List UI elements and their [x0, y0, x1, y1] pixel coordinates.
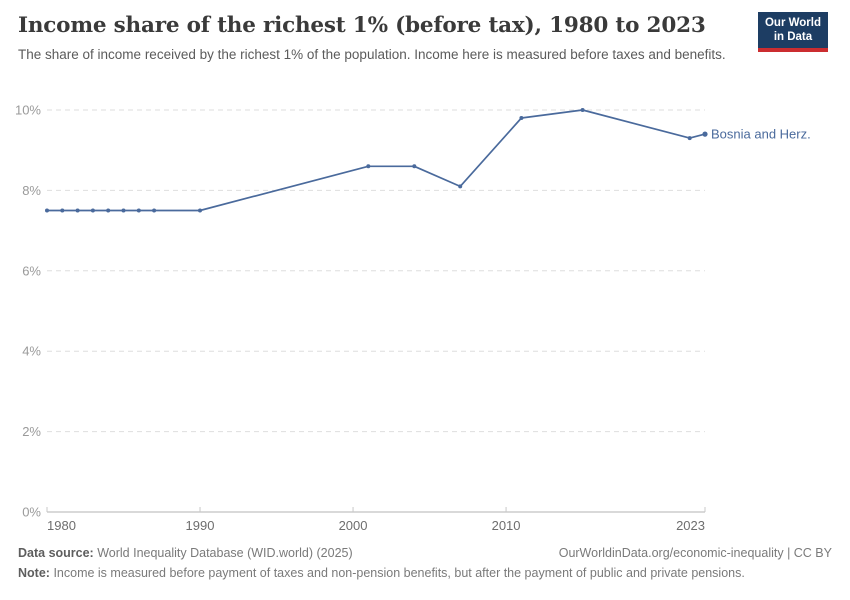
data-point: [75, 208, 80, 213]
footer: Data source: World Inequality Database (…: [18, 546, 832, 580]
data-point: [121, 208, 126, 213]
y-axis-tick-label: 2%: [22, 424, 41, 439]
data-point: [45, 208, 49, 213]
note-label: Note:: [18, 566, 50, 580]
data-point: [412, 164, 417, 169]
data-point: [687, 136, 692, 141]
chart-subtitle: The share of income received by the rich…: [18, 46, 726, 62]
x-axis-tick-label: 2010: [492, 518, 521, 533]
x-axis-tick-label: 1980: [47, 518, 76, 533]
footer-link[interactable]: OurWorldinData.org/economic-inequality |…: [558, 546, 832, 560]
owid-logo[interactable]: Our World in Data: [757, 12, 828, 53]
line-chart-svg: 0% 2% 4% 6% 8% 10% 1980 1990 2000 2010 2023 Bosnia …: [15, 103, 811, 534]
owid-logo-line1: Our World: [764, 17, 821, 29]
y-axis-tick-label: 8%: [22, 183, 41, 198]
page-title: Income share of the richest 1% (before t…: [18, 13, 706, 38]
owid-logo-line2: in Data: [773, 30, 813, 43]
x-axis-tick-label: 1990: [186, 518, 215, 533]
data-point: [136, 208, 141, 213]
y-axis-tick-label: 0%: [22, 505, 41, 520]
series-label[interactable]: Bosnia and Herz.: [711, 127, 811, 142]
data-line: [47, 109, 706, 212]
data-point: [90, 208, 95, 213]
y-axis-tick-label: 4%: [22, 344, 41, 359]
y-axis-tick-label: 6%: [22, 263, 41, 278]
chart-header: Income share of the richest 1% (before t…: [18, 13, 758, 64]
data-source-value: World Inequality Database (WID.world) (2…: [97, 546, 353, 560]
data-point: [198, 208, 202, 213]
data-point: [458, 184, 463, 189]
data-point: [60, 208, 65, 213]
data-point: [106, 208, 111, 213]
note-value: Income is measured before payment of tax…: [53, 566, 745, 580]
data-point: [580, 108, 585, 112]
data-source-line: Data source: World Inequality Database (…: [18, 546, 353, 560]
footer-note: Note: Income is measured before payment …: [18, 566, 832, 580]
data-point: [366, 164, 371, 169]
data-source-label: Data source:: [18, 546, 94, 560]
data-point: [702, 131, 708, 137]
x-axis-tick-label: 2000: [339, 518, 368, 533]
data-point: [152, 208, 157, 213]
data-point: [519, 116, 524, 120]
y-axis-tick-label: 10%: [15, 103, 41, 118]
line-chart-area: 0% 2% 4% 6% 8% 10% 1980 1990 2000 2010 2023 Bosnia …: [0, 95, 850, 540]
x-axis-tick-label: 2023: [676, 518, 705, 533]
